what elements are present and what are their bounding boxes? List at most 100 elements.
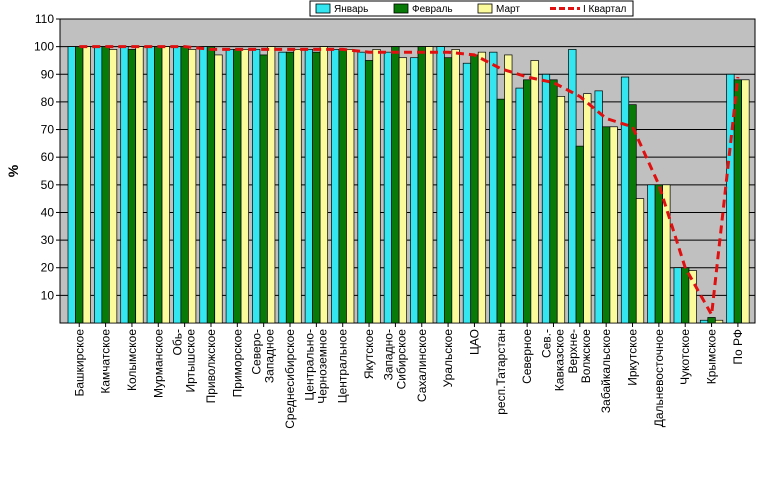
bar-3-8 [267, 46, 276, 324]
bar-2-24 [681, 267, 690, 324]
y-tick-label: 40 [41, 205, 55, 219]
bar-1-2 [93, 46, 103, 324]
x-tick-label: Иркутское [626, 329, 640, 386]
y-tick-label: 100 [34, 40, 54, 54]
bar-1-23 [647, 184, 656, 324]
bar-3-3 [135, 46, 144, 324]
bars [67, 46, 750, 324]
bar-3-7 [240, 49, 249, 324]
bar-2-23 [654, 184, 663, 324]
x-tick-label: Крымское [705, 329, 719, 385]
bar-3-13 [398, 57, 408, 324]
bar-3-5 [188, 49, 197, 324]
bar-2-10 [312, 51, 321, 324]
x-tick-label: респ.Татарстан [494, 329, 508, 415]
x-tick-label: Колымское [125, 329, 139, 391]
x-tick-label: Забайкальское [599, 329, 613, 413]
x-tick-label: Западно-Сибирское [381, 329, 408, 390]
bar-3-10 [319, 46, 328, 324]
bar-1-24 [673, 267, 682, 324]
bar-3-19 [556, 96, 566, 324]
bar-1-15 [436, 46, 445, 324]
bar-1-11 [331, 49, 340, 324]
x-tick-label: Сев.-Кавказское [539, 329, 566, 392]
bar-2-19 [549, 79, 558, 324]
x-tick-label: Мурманское [151, 329, 165, 398]
x-tick-label: Дальневосточное [652, 329, 666, 428]
bar-3-9 [293, 49, 302, 324]
bar-3-1 [82, 46, 91, 324]
legend-swatch [393, 3, 409, 14]
bar-3-25 [714, 319, 724, 324]
bar-3-26 [741, 79, 750, 324]
legend-label: Март [496, 4, 520, 15]
bar-1-1 [67, 46, 76, 324]
x-tick-label: ЦАО [467, 329, 481, 355]
x-tick-label: Северо-Западное [250, 329, 277, 383]
bar-3-12 [372, 49, 381, 324]
x-tick-label: Сахалинское [415, 329, 429, 402]
legend-label: Февраль [412, 4, 453, 15]
legend-swatch [315, 3, 331, 14]
series-line [79, 45, 740, 317]
y-tick-label: 30 [41, 233, 55, 247]
legend-swatch [477, 3, 493, 14]
x-tick-label: Приморское [230, 329, 244, 398]
x-tick-label: Северное [520, 329, 534, 384]
bar-1-21 [594, 90, 603, 324]
bar-2-12 [364, 60, 374, 324]
bar-3-23 [662, 184, 671, 324]
bar-2-20 [575, 145, 584, 324]
bar-3-16 [477, 51, 487, 324]
bar-2-4 [154, 46, 163, 324]
bar-2-25 [707, 317, 716, 324]
legend-box [309, 0, 634, 17]
bar-2-26 [733, 79, 743, 324]
bar-2-11 [338, 49, 347, 324]
bar-2-2 [101, 46, 110, 324]
bar-2-17 [496, 98, 505, 324]
x-tick-label: По РФ [731, 329, 745, 365]
legend-label: I Квартал [583, 4, 627, 15]
x-tick-label: Центральное [336, 329, 350, 404]
bar-1-17 [489, 51, 498, 324]
bar-2-14 [417, 46, 426, 324]
bar-3-21 [609, 126, 618, 324]
x-axis: Башкирское Камчатское Колымское Мурманское О… [72, 323, 745, 429]
bar-1-9 [278, 51, 287, 324]
y-tick-label: 20 [41, 261, 55, 275]
bar-3-15 [451, 49, 460, 324]
bar-3-14 [425, 46, 434, 324]
x-tick-label: Чукотское [678, 329, 692, 385]
bar-2-6 [206, 46, 216, 324]
bar-3-6 [214, 54, 223, 324]
bar-3-17 [504, 54, 513, 324]
y-tick-label: 110 [35, 12, 54, 26]
x-tick-label: Обь-Иртышское [171, 329, 198, 393]
bar-1-22 [620, 76, 630, 324]
bar-3-18 [530, 60, 539, 324]
bar-1-10 [304, 49, 313, 324]
bar-1-8 [252, 49, 261, 324]
x-tick-label: Верхне-Волжское [566, 329, 593, 384]
y-tick-label: 50 [41, 178, 55, 192]
y-axis: 10 20 30 40 50 60 70 80 90 100 110 [34, 12, 60, 302]
bar-1-5 [173, 46, 182, 324]
bar-2-13 [391, 46, 400, 324]
y-tick-label: 90 [41, 67, 55, 81]
bar-3-2 [108, 49, 118, 324]
bar-1-25 [699, 319, 709, 324]
y-tick-label: 70 [41, 123, 55, 137]
bar-1-13 [383, 51, 393, 324]
legend: Январь Февраль Март I Квартал [309, 0, 634, 17]
bar-1-16 [462, 62, 472, 324]
y-tick-label: 60 [41, 150, 55, 164]
x-tick-label: Якутское [362, 329, 376, 379]
bar-2-21 [602, 126, 611, 324]
y-tick-label: 10 [41, 288, 55, 302]
x-tick-label: Башкирское [72, 329, 86, 397]
x-tick-label: Центрально-Черноземное [302, 329, 329, 404]
bar-1-4 [146, 46, 155, 324]
bar-2-22 [628, 104, 637, 324]
